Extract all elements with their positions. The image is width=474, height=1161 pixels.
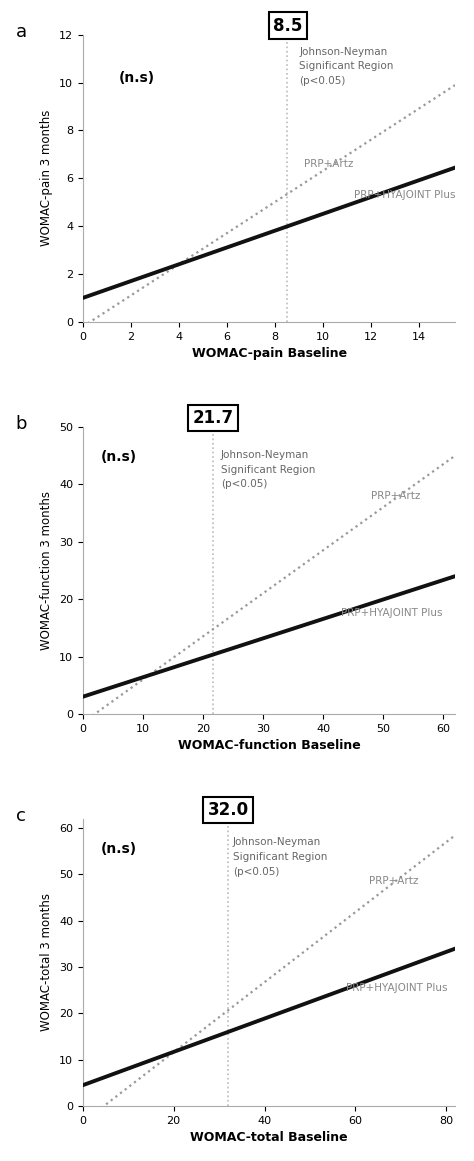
Text: 21.7: 21.7 [192,409,234,427]
Text: PRP+Artz: PRP+Artz [304,159,353,168]
Text: (n.s): (n.s) [101,842,137,856]
X-axis label: WOMAC-function Baseline: WOMAC-function Baseline [178,740,360,752]
Y-axis label: WOMAC-pain 3 months: WOMAC-pain 3 months [40,110,54,246]
Text: Johnson-Neyman
Significant Region
(p<0.05): Johnson-Neyman Significant Region (p<0.0… [299,46,393,86]
Text: PRP+Artz: PRP+Artz [371,491,420,500]
Text: Johnson-Neyman
Significant Region
(p<0.05): Johnson-Neyman Significant Region (p<0.0… [221,449,315,489]
Text: b: b [16,416,27,433]
X-axis label: WOMAC-pain Baseline: WOMAC-pain Baseline [191,347,346,360]
Text: 32.0: 32.0 [208,801,249,819]
Text: (n.s): (n.s) [101,449,137,463]
X-axis label: WOMAC-total Baseline: WOMAC-total Baseline [190,1131,348,1145]
Text: PRP+HYAJOINT Plus: PRP+HYAJOINT Plus [346,983,448,993]
Y-axis label: WOMAC-function 3 months: WOMAC-function 3 months [40,491,54,650]
Text: PRP+HYAJOINT Plus: PRP+HYAJOINT Plus [355,190,456,200]
Text: PRP+Artz: PRP+Artz [369,877,419,886]
Text: PRP+HYAJOINT Plus: PRP+HYAJOINT Plus [341,608,443,619]
Text: Johnson-Neyman
Significant Region
(p<0.05): Johnson-Neyman Significant Region (p<0.0… [233,837,327,877]
Y-axis label: WOMAC-total 3 months: WOMAC-total 3 months [40,894,54,1031]
Text: 8.5: 8.5 [273,16,302,35]
Text: (n.s): (n.s) [119,71,155,85]
Text: c: c [16,807,26,825]
Text: a: a [16,23,27,41]
